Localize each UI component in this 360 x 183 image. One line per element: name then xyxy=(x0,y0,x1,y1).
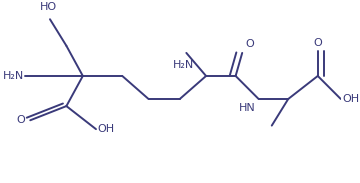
Text: H₂N: H₂N xyxy=(172,60,194,70)
Text: O: O xyxy=(314,38,322,48)
Text: OH: OH xyxy=(342,94,360,104)
Text: O: O xyxy=(17,115,25,125)
Text: HN: HN xyxy=(239,102,255,113)
Text: O: O xyxy=(246,39,254,49)
Text: HO: HO xyxy=(40,2,57,12)
Text: H₂N: H₂N xyxy=(3,71,24,81)
Text: OH: OH xyxy=(98,124,115,134)
